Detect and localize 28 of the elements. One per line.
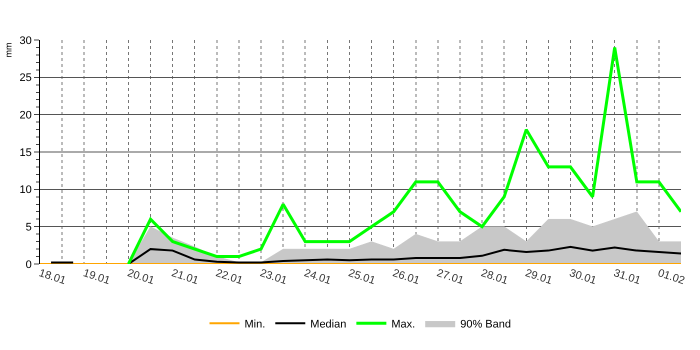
x-tick-label: 22.01 [214,267,244,288]
x-tick-label: 20.01 [126,267,156,288]
legend-label: 90% Band [460,318,511,331]
legend-label: Min. [244,318,266,331]
x-tick-label: 31.01 [612,267,642,288]
y-tick-label: 5 [26,222,32,234]
x-tick-label: 23.01 [258,267,288,288]
x-tick-label: 18.01 [37,267,68,288]
x-tick-label: 19.01 [82,267,112,288]
x-tick-label: 30.01 [568,267,598,288]
y-tick-label: 0 [26,258,32,271]
x-tick-label: 21.01 [170,267,200,288]
line-series [126,46,681,264]
y-tick-label: 20 [20,110,32,122]
legend-label: Max. [391,318,416,331]
legend-label: Median [310,318,346,331]
x-tick-label: 01.02 [656,267,686,288]
y-axis-title: mm [3,42,14,58]
x-tick-label: 27.01 [435,267,466,288]
y-tick-label: 15 [20,146,32,159]
y-tick-label: 10 [20,184,32,196]
y-tick-label: 25 [20,72,32,84]
x-tick-label: 24.01 [302,267,333,288]
x-tick-label: 29.01 [524,267,554,288]
x-tick-label: 28.01 [479,267,510,288]
y-tick-label: 30 [20,34,32,47]
x-tick-label: 26.01 [391,267,421,288]
x-tick-label: 25.01 [346,267,377,288]
